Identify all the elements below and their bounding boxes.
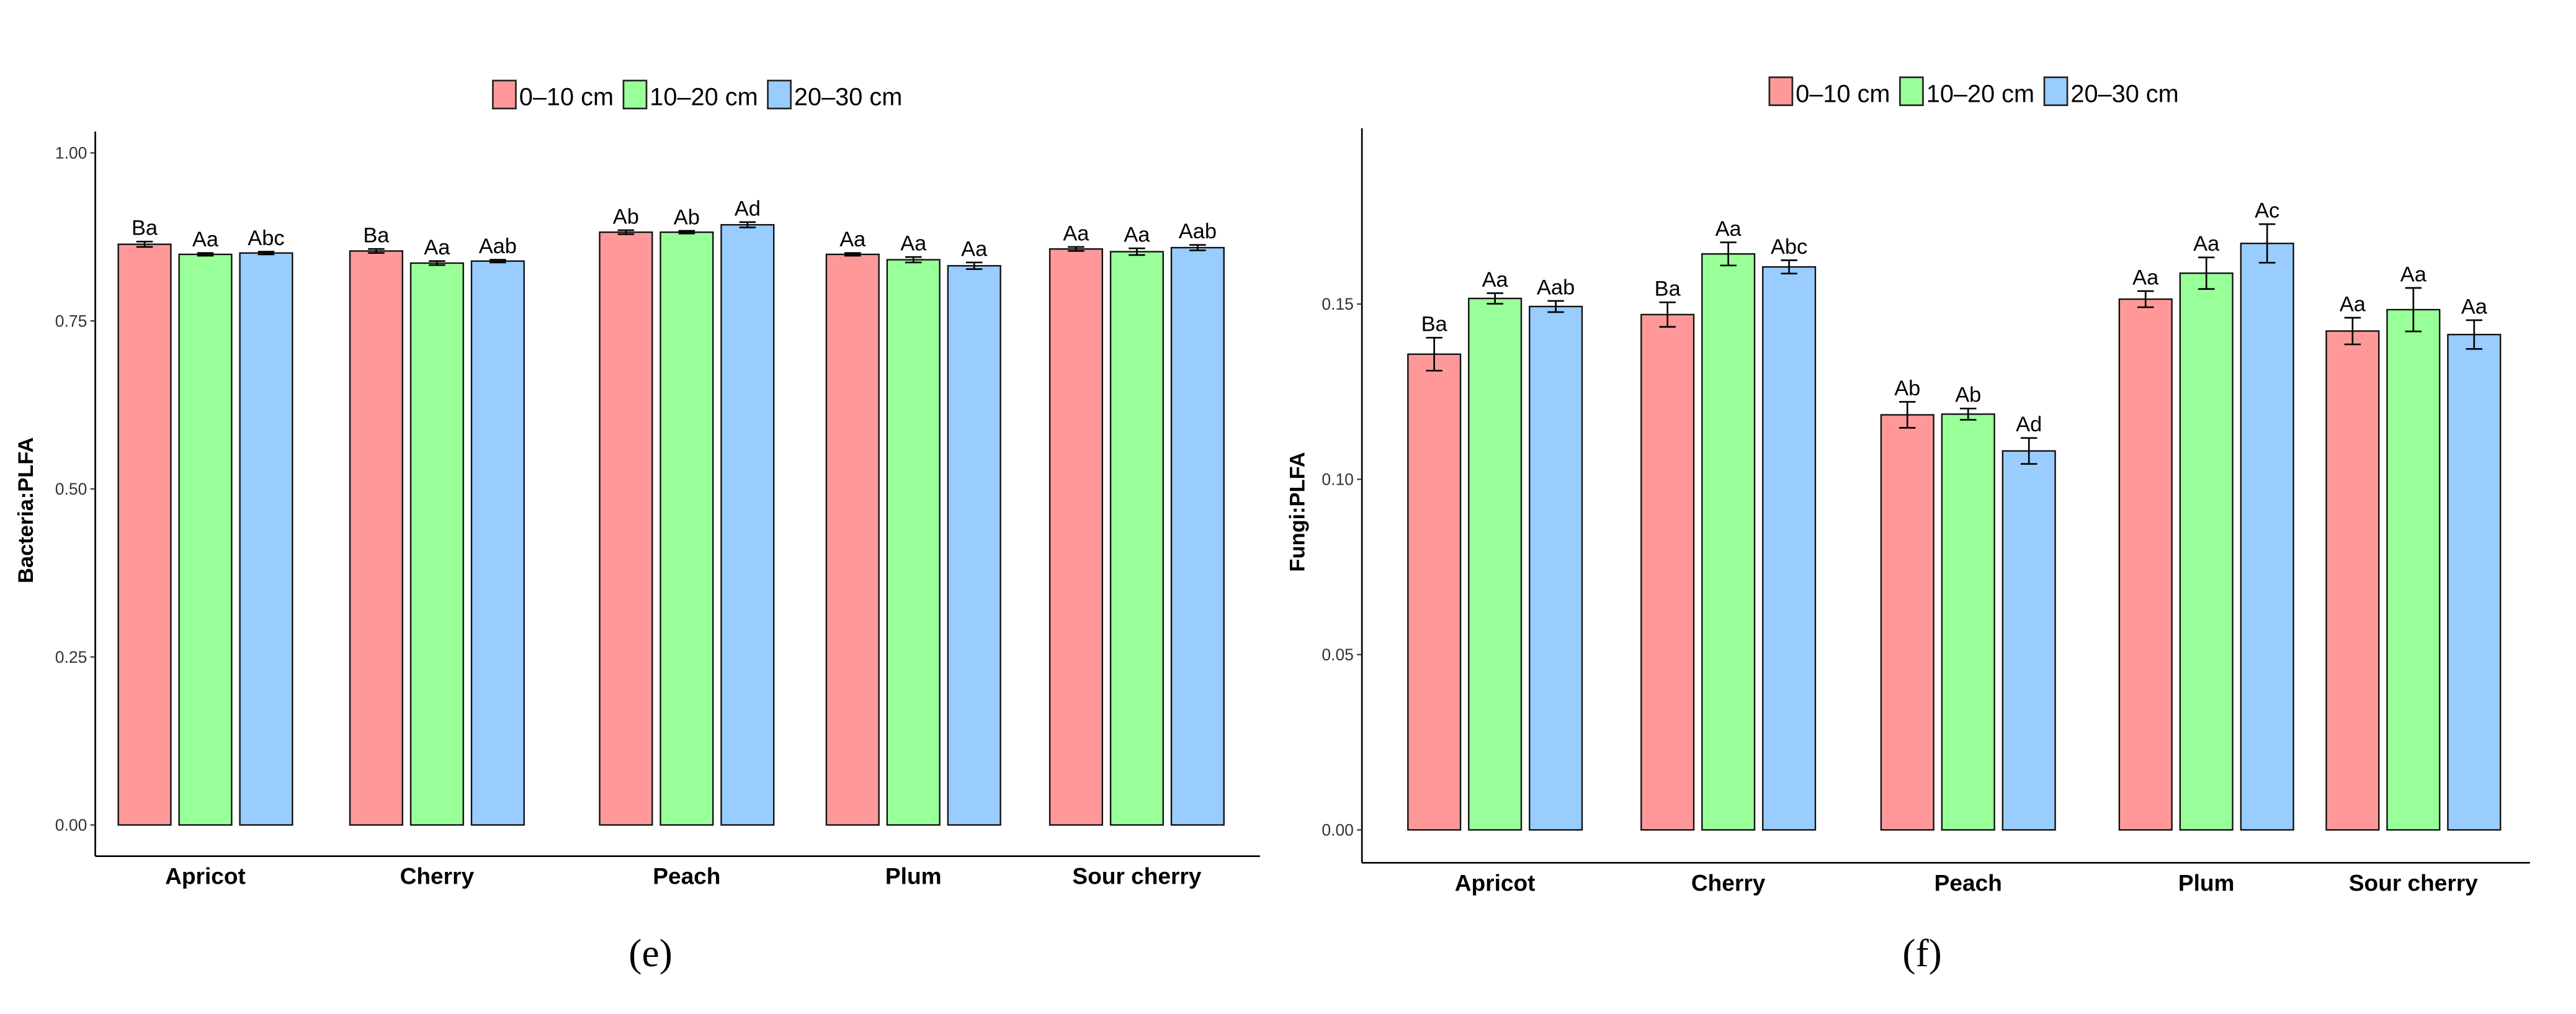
bar [1170,246,1225,826]
legend-swatch [622,79,648,110]
bar [1468,297,1523,831]
y-tick-label: 0.00 [55,816,87,835]
legend-label: 20–30 cm [794,84,902,111]
bar [1407,353,1462,831]
x-tick-label: Cherry [1691,869,1766,895]
bar [2386,308,2441,831]
x-tick-label: Peach [1934,869,2002,895]
bar [178,253,233,826]
bar [1762,266,1817,831]
bar [1701,253,1756,831]
significance-label: Aa [1063,222,1089,245]
panel-label: (f) [1902,931,1942,975]
chart-bacteria-plfa: 0–10 cm 10–20 cm 20–30 cm 0.00 0.25 0.50 0.75 1… [14,79,1260,975]
significance-label: Ac [2255,199,2279,223]
significance-label: Aa [2132,266,2159,289]
bar [1529,305,1583,831]
legend-swatch [767,79,792,110]
y-tick-label: 0.00 [1322,821,1354,840]
significance-label: Aa [1124,223,1150,247]
significance-label: Ba [132,217,158,240]
legend-swatch [492,79,517,110]
legend-label: 0–10 cm [1796,80,1890,107]
y-tick-label: 0.10 [1322,470,1354,489]
significance-label: Aa [839,228,866,251]
bar [660,231,714,826]
legend-label: 10–20 cm [650,84,758,111]
bar [886,259,941,826]
y-axis-title: Bacteria:PLFA [14,437,38,583]
bar [2118,298,2173,831]
bar [239,252,293,826]
y-tick-label: 1.00 [55,144,87,163]
significance-label: Aab [479,235,517,258]
x-tick-label: Peach [653,863,720,889]
bar [409,262,464,826]
bar [470,260,525,826]
bar [1049,248,1103,826]
legend-swatch [1768,76,1794,106]
bar [1880,414,1934,831]
significance-label: Aa [900,232,927,256]
bar [2179,272,2234,831]
panel-label: (e) [628,931,673,975]
significance-label: Aa [424,236,450,259]
significance-label: Ba [1421,313,1448,336]
significance-label: Aa [1715,217,1742,241]
x-tick-label: Plum [885,863,942,889]
significance-label: Ab [1955,384,1981,407]
bar [1109,251,1164,826]
significance-label: Ba [363,224,390,248]
bar [947,265,1001,826]
significance-label: Aab [1179,220,1217,243]
bar [599,231,653,826]
significance-label: Ab [613,205,639,228]
significance-label: Aa [2400,262,2427,286]
y-tick-label: 0.05 [1322,645,1354,664]
significance-label: Aa [192,228,219,251]
significance-label: Ab [674,205,700,229]
bar [825,253,880,826]
bar [2001,450,2056,831]
legend-label: 10–20 cm [1926,80,2034,107]
significance-label: Aa [2461,295,2488,318]
x-tick-label: Plum [2178,869,2235,895]
legend-label: 0–10 cm [519,84,614,111]
x-tick-label: Apricot [1455,869,1536,895]
legend-swatch [2043,76,2068,106]
bar [720,224,775,826]
bar [1640,313,1695,831]
bar [2447,333,2502,831]
significance-label: Ba [1655,277,1681,301]
bar [1941,413,1995,831]
significance-label: Aab [1537,276,1575,299]
legend-label: 20–30 cm [2070,80,2178,107]
significance-label: Ad [735,197,761,220]
significance-label: Abc [1771,235,1807,259]
significance-label: Aa [2340,292,2366,316]
significance-label: Aa [961,237,988,261]
significance-label: Ab [1894,377,1920,400]
bar [117,243,172,826]
x-tick-label: Sour cherry [1072,863,1201,889]
significance-label: Aa [2193,232,2220,256]
x-tick-label: Sour cherry [2349,869,2478,895]
y-tick-label: 0.75 [55,312,87,330]
y-axis-title: Fungi:PLFA [1286,452,1309,572]
significance-label: Aa [1482,268,1509,292]
legend-swatch [1899,76,1924,106]
bar [349,250,403,826]
chart-fungi-plfa: 0–10 cm 10–20 cm 20–30 cm 0.00 0.05 0.10 0.15 F… [1286,76,2530,975]
bar [2325,330,2380,831]
x-tick-label: Cherry [400,863,475,889]
y-tick-label: 0.50 [55,480,87,498]
significance-label: Abc [248,227,284,250]
x-tick-label: Apricot [165,863,246,889]
significance-label: Ad [2016,413,2042,436]
y-tick-label: 0.15 [1322,295,1354,313]
bar [2240,243,2294,831]
y-tick-label: 0.25 [55,648,87,666]
